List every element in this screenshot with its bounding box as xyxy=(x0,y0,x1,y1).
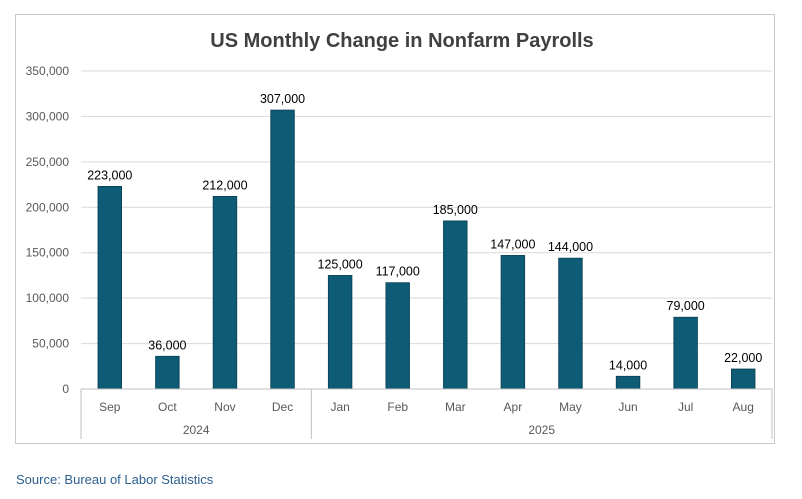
y-tick-label: 0 xyxy=(62,382,69,396)
y-tick-label: 100,000 xyxy=(26,291,70,305)
source-note: Source: Bureau of Labor Statistics xyxy=(16,472,214,487)
bar xyxy=(97,185,122,390)
y-tick-label: 250,000 xyxy=(26,155,70,169)
data-label: 125,000 xyxy=(318,257,363,271)
bar-chart: US Monthly Change in Nonfarm Payrolls 22… xyxy=(26,30,773,439)
data-label: 223,000 xyxy=(87,168,132,182)
data-label: 22,000 xyxy=(724,351,762,365)
data-label: 147,000 xyxy=(490,237,535,251)
x-tick-label: Dec xyxy=(272,400,293,414)
x-tick-label: May xyxy=(559,400,582,414)
data-label: 117,000 xyxy=(376,265,420,279)
data-label: 79,000 xyxy=(667,299,705,313)
bar xyxy=(385,282,410,390)
data-label: 212,000 xyxy=(202,178,247,192)
bar xyxy=(155,355,180,390)
bar xyxy=(270,109,295,390)
bar xyxy=(558,257,583,390)
data-label: 144,000 xyxy=(548,240,593,254)
data-label: 36,000 xyxy=(148,338,186,352)
data-label: 307,000 xyxy=(260,92,305,106)
chart-title: US Monthly Change in Nonfarm Payrolls xyxy=(210,30,593,52)
bar xyxy=(731,368,756,390)
x-tick-label: Jan xyxy=(330,400,349,414)
x-tick-label: Feb xyxy=(387,400,408,414)
group-label: 2024 xyxy=(183,423,210,437)
data-label: 14,000 xyxy=(609,358,647,372)
bar xyxy=(443,220,468,390)
bar xyxy=(615,375,641,390)
bar xyxy=(327,275,353,390)
x-tick-label: Oct xyxy=(158,400,177,414)
data-label: 185,000 xyxy=(433,203,478,217)
x-tick-label: Apr xyxy=(504,400,523,414)
y-tick-label: 350,000 xyxy=(26,64,70,78)
x-tick-label: Aug xyxy=(733,400,754,414)
x-tick-label: Jul xyxy=(678,400,693,414)
bar xyxy=(673,316,698,390)
x-tick-label: Mar xyxy=(445,400,466,414)
y-tick-label: 50,000 xyxy=(32,337,69,351)
y-tick-label: 200,000 xyxy=(26,200,70,214)
chart-frame: US Monthly Change in Nonfarm Payrolls 22… xyxy=(15,14,775,444)
x-tick-label: Sep xyxy=(99,400,121,414)
bar xyxy=(500,255,526,390)
group-label: 2025 xyxy=(528,423,555,437)
x-tick-label: Nov xyxy=(214,400,235,414)
y-tick-label: 150,000 xyxy=(26,246,70,260)
x-tick-label: Jun xyxy=(618,400,637,414)
y-tick-label: 300,000 xyxy=(26,109,70,123)
bar xyxy=(212,195,238,390)
